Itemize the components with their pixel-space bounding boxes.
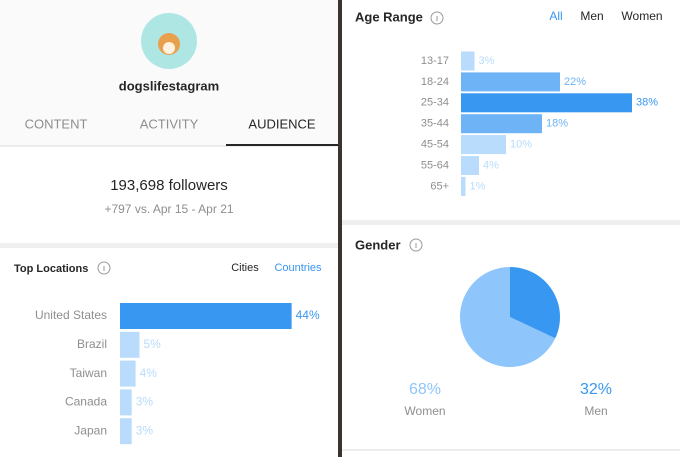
filter[interactable]: Women	[621, 9, 662, 23]
section-divider	[342, 220, 680, 225]
follower-change: +797 vs. Apr 15 - Apr 21	[104, 202, 233, 216]
category-label: 55-64	[421, 159, 449, 171]
tab[interactable]: CONTENT	[25, 116, 88, 131]
filter-active[interactable]: Countries	[274, 262, 322, 274]
value-label: 3%	[136, 423, 154, 437]
info-icon[interactable]	[97, 261, 111, 275]
legend-label: Women	[404, 404, 445, 418]
panel-divider	[338, 0, 342, 457]
category-label: 13-17	[421, 55, 449, 67]
value-label: 4%	[140, 366, 158, 380]
bar	[461, 176, 466, 196]
category-label: Taiwan	[70, 366, 107, 380]
section-divider	[0, 243, 339, 248]
bar	[120, 303, 292, 329]
bar	[120, 389, 132, 416]
value-label: 38%	[636, 97, 658, 109]
pie-slice	[459, 267, 556, 367]
bar	[120, 331, 140, 358]
bar	[461, 135, 506, 155]
info-icon[interactable]	[409, 238, 423, 252]
value-label: 5%	[144, 337, 162, 351]
bar	[461, 72, 560, 92]
value-label: 22%	[564, 76, 586, 88]
legend-label: Men	[584, 404, 607, 418]
category-label: 25-34	[421, 97, 449, 109]
category-label: 35-44	[421, 118, 449, 130]
tab-active[interactable]: AUDIENCE	[248, 116, 316, 131]
value-label: 4%	[483, 159, 499, 171]
bar	[120, 418, 132, 445]
section-title: Top Locations	[14, 263, 88, 275]
category-label: Canada	[65, 395, 107, 409]
value-label: 44%	[296, 308, 320, 322]
value-label: 3%	[479, 55, 495, 67]
section-title: Gender	[355, 237, 401, 252]
filter[interactable]: Cities	[231, 262, 259, 274]
value-label: 18%	[546, 118, 568, 130]
pie-slice	[510, 267, 560, 339]
bar	[461, 156, 479, 175]
value-label: 68%	[409, 381, 441, 398]
value-label: 1%	[470, 180, 486, 192]
username: dogslifestagram	[119, 78, 219, 93]
value-label: 10%	[510, 139, 532, 151]
bar	[461, 114, 542, 134]
tab[interactable]: ACTIVITY	[140, 116, 199, 131]
value-label: 3%	[136, 395, 154, 409]
section-title: Age Range	[355, 9, 423, 24]
filter-active[interactable]: All	[549, 9, 562, 23]
bar	[461, 93, 632, 113]
value-label: 32%	[580, 381, 612, 398]
category-label: Japan	[74, 423, 107, 437]
info-icon[interactable]	[430, 11, 444, 25]
category-label: 18-24	[421, 76, 449, 88]
category-label: 65+	[430, 180, 449, 192]
filter[interactable]: Men	[580, 9, 603, 23]
follower-count: 193,698 followers	[110, 177, 228, 194]
bar	[461, 51, 475, 71]
bar	[120, 360, 136, 387]
avatar-dog-face	[163, 42, 175, 54]
category-label: 45-54	[421, 139, 449, 151]
category-label: Brazil	[77, 337, 107, 351]
category-label: United States	[35, 308, 107, 322]
